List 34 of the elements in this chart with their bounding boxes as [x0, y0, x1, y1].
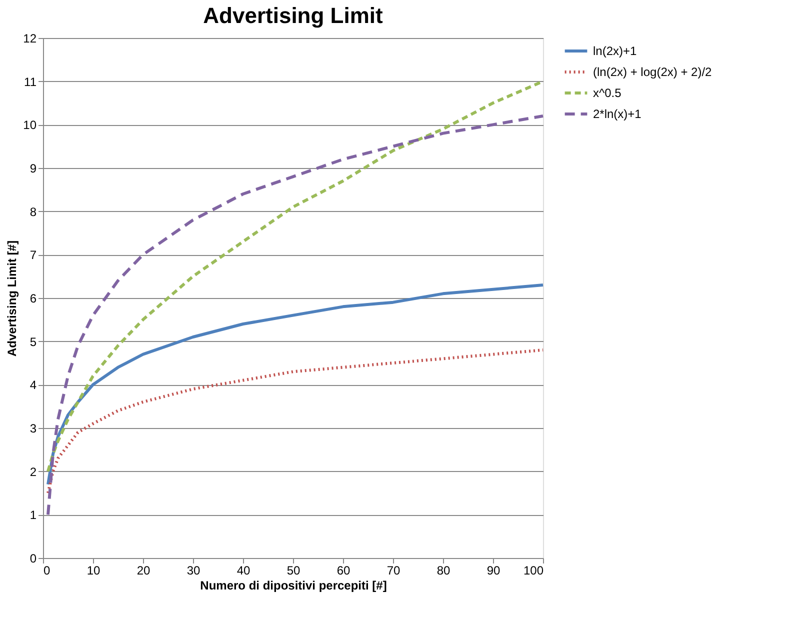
y-tick-label: 5 — [30, 334, 37, 349]
y-axis-title: Advertising Limit [#] — [5, 240, 20, 357]
x-tick-label: 100 — [523, 564, 544, 578]
y-tick-label: 11 — [24, 74, 37, 89]
chart-title: Advertising Limit — [203, 3, 384, 28]
x-tick-label: 70 — [386, 564, 400, 578]
y-tick-label: 12 — [23, 32, 37, 46]
x-tick-label: 30 — [186, 564, 200, 578]
y-tick-label: 9 — [30, 162, 37, 176]
y-tick-label: 1 — [30, 508, 37, 522]
x-axis-title: Numero di dipositivi percepiti [#] — [200, 578, 387, 592]
y-tick-label: 7 — [30, 248, 37, 262]
legend-label: x^0.5 — [593, 86, 622, 100]
line-series — [46, 114, 544, 516]
y-tick-label: 3 — [30, 422, 37, 436]
x-tick-label: 80 — [436, 564, 450, 578]
line-series — [46, 284, 544, 486]
y-tick-label: 4 — [30, 378, 37, 392]
y-tick-label: 10 — [23, 118, 37, 132]
y-tick-label: 2 — [30, 464, 37, 479]
legend-label: (ln(2x) + log(2x) + 2)/2 — [593, 65, 712, 79]
y-tick-label: 6 — [30, 292, 37, 306]
x-tick-label: 10 — [86, 564, 100, 578]
legend-label: ln(2x)+1 — [593, 44, 638, 58]
legend-label: 2*ln(x)+1 — [593, 107, 642, 121]
line-series — [46, 348, 544, 494]
x-tick-label: 50 — [286, 564, 300, 578]
y-tick-label: 0 — [30, 552, 37, 566]
y-tick-label: 8 — [30, 204, 37, 219]
x-tick-label: 90 — [486, 564, 500, 578]
x-tick-label: 60 — [336, 564, 350, 578]
x-tick-label: 0 — [44, 564, 50, 578]
x-tick-label: 40 — [236, 564, 250, 578]
x-tick-label: 20 — [136, 564, 150, 578]
